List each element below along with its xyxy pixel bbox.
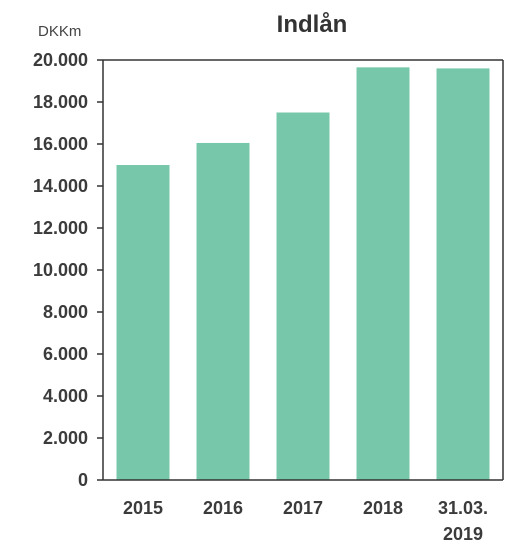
x-tick-label-line: 2018 <box>363 498 403 518</box>
x-axis-labels: 2015 2016 2017 2018 31.03. 2019 <box>123 498 488 544</box>
unit-label: DKKm <box>38 23 81 40</box>
x-tick-label-line: 2019 <box>443 524 483 544</box>
y-tick-label: 20.000 <box>33 50 88 70</box>
y-tick-label: 6.000 <box>43 344 88 364</box>
y-tick-label: 2.000 <box>43 428 88 448</box>
y-tick-label: 16.000 <box>33 134 88 154</box>
bar-3 <box>356 67 410 480</box>
y-tick-label: 12.000 <box>33 218 88 238</box>
chart-title: Indlån <box>277 11 348 38</box>
y-tick-label: 0 <box>78 470 88 490</box>
x-tick-label: 2015 <box>123 498 163 518</box>
x-tick-label-line: 2017 <box>283 498 323 518</box>
y-axis-ticks: 0 2.000 4.000 6.000 8.000 10.000 12.000 14.000 1… <box>33 50 103 490</box>
x-tick-label: 2017 <box>283 498 323 518</box>
x-tick-label: 2016 <box>203 498 243 518</box>
x-tick-label: 31.03. 2019 <box>438 498 488 544</box>
y-tick-label: 10.000 <box>33 260 88 280</box>
x-tick-label-line: 2016 <box>203 498 243 518</box>
y-tick-label: 14.000 <box>33 176 88 196</box>
bar-1 <box>196 142 250 480</box>
y-tick-label: 8.000 <box>43 302 88 322</box>
bar-4 <box>436 68 490 481</box>
x-tick-label-line: 31.03. <box>438 498 488 518</box>
y-tick-label: 4.000 <box>43 386 88 406</box>
bars <box>116 67 490 481</box>
y-tick-label: 18.000 <box>33 92 88 112</box>
bar-0 <box>116 165 170 480</box>
x-tick-label: 2018 <box>363 498 403 518</box>
x-tick-label-line: 2015 <box>123 498 163 518</box>
bar-2 <box>276 112 330 480</box>
